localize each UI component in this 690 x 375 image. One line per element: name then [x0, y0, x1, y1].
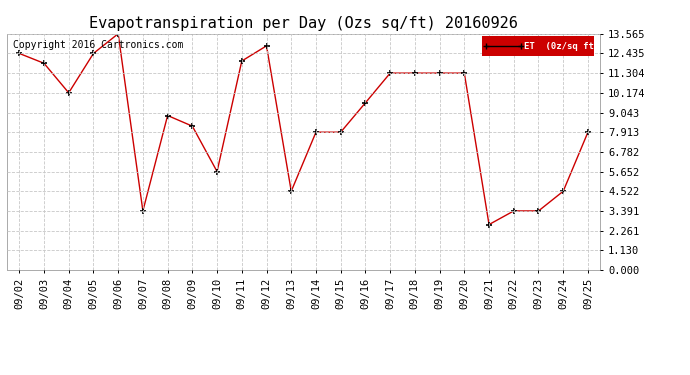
Text: Copyright 2016 Cartronics.com: Copyright 2016 Cartronics.com: [13, 40, 184, 50]
Title: Evapotranspiration per Day (Ozs sq/ft) 20160926: Evapotranspiration per Day (Ozs sq/ft) 2…: [89, 16, 518, 31]
